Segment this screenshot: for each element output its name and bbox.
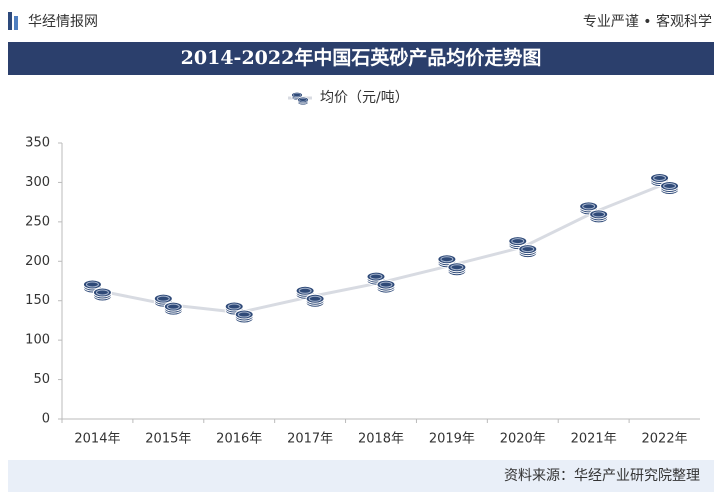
chart-title: 2014-2022年中国石英砂产品均价走势图 bbox=[181, 46, 542, 69]
coin-top bbox=[369, 273, 383, 280]
x-tick-label: 2014年 bbox=[74, 432, 120, 447]
coin-top bbox=[293, 93, 301, 97]
coin-top bbox=[308, 295, 322, 302]
marker bbox=[224, 301, 254, 324]
marker bbox=[291, 91, 309, 106]
coin-top bbox=[227, 303, 241, 310]
coin-top bbox=[521, 246, 535, 253]
x-tick-label: 2015年 bbox=[145, 432, 191, 447]
footer-bar bbox=[8, 460, 714, 492]
coin-top bbox=[95, 289, 109, 296]
legend-label: 均价（元/吨） bbox=[320, 90, 409, 106]
marker bbox=[295, 285, 325, 308]
coin-top bbox=[450, 264, 464, 271]
y-tick-label: 100 bbox=[25, 333, 50, 348]
x-tick-label: 2018年 bbox=[358, 432, 404, 447]
y-tick-label: 300 bbox=[25, 175, 50, 190]
marker bbox=[650, 173, 680, 196]
coin-top bbox=[440, 256, 454, 263]
y-tick-label: 150 bbox=[25, 293, 50, 308]
coin-top bbox=[156, 295, 170, 302]
coin-top bbox=[85, 281, 99, 288]
slogan: 专业严谨 • 客观科学 bbox=[583, 13, 712, 30]
x-tick-label: 2016年 bbox=[216, 432, 262, 447]
x-tick-label: 2021年 bbox=[571, 432, 617, 447]
marker bbox=[579, 201, 609, 224]
marker bbox=[153, 293, 183, 316]
coin-top bbox=[166, 303, 180, 310]
source: 资料来源：华经产业研究院整理 bbox=[504, 468, 700, 484]
coin-top bbox=[237, 311, 251, 318]
x-tick-label: 2022年 bbox=[642, 432, 688, 447]
coin-top bbox=[299, 97, 307, 102]
marker bbox=[437, 254, 467, 277]
coin-top bbox=[663, 183, 677, 190]
marker bbox=[366, 271, 396, 294]
x-tick-label: 2017年 bbox=[287, 432, 333, 447]
coin-top bbox=[582, 203, 596, 210]
coin-top bbox=[298, 287, 312, 294]
brand: 华经情报网 bbox=[28, 14, 98, 30]
coin-top bbox=[511, 238, 525, 245]
x-tick-label: 2019年 bbox=[429, 432, 475, 447]
logo-bar bbox=[14, 16, 18, 30]
y-tick-label: 0 bbox=[42, 412, 50, 427]
logo-bar bbox=[8, 12, 12, 30]
coin-top bbox=[653, 175, 667, 182]
marker bbox=[82, 279, 112, 302]
y-tick-label: 250 bbox=[25, 214, 50, 229]
coin-top bbox=[592, 211, 606, 218]
coin-top bbox=[379, 281, 393, 288]
y-tick-label: 200 bbox=[25, 254, 50, 269]
title-bar bbox=[8, 42, 714, 75]
y-tick-label: 50 bbox=[33, 372, 50, 387]
y-tick-label: 350 bbox=[25, 136, 50, 151]
marker bbox=[508, 236, 538, 259]
x-tick-label: 2020年 bbox=[500, 432, 546, 447]
